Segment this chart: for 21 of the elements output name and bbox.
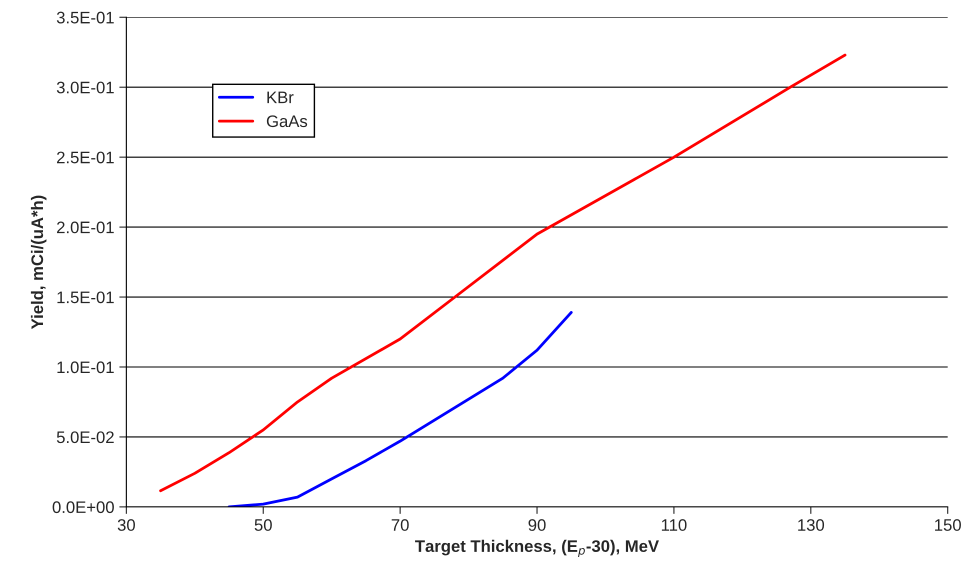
y-tick-label: 3.0E-01: [56, 82, 114, 94]
line-series: [159, 54, 846, 492]
y-tick-label: 2.0E-01: [57, 222, 114, 234]
x-tick-label: 30: [118, 519, 135, 531]
y-tick-label: 5.0E-02: [56, 431, 114, 444]
legend-label: GaAs: [266, 115, 308, 128]
x-tick-label: 150: [935, 519, 961, 531]
y-tick-label: 0.0E+00: [52, 501, 114, 514]
x-tick-label: 130: [798, 519, 824, 531]
y-tick-label: 3.5E-01: [56, 12, 114, 24]
y-tick-label: 2.5E-01: [57, 152, 114, 164]
y-axis-title: Yield, mCi/(uA*h): [30, 196, 46, 330]
x-tick-label: 90: [528, 519, 546, 531]
x-tick-label: 70: [392, 519, 409, 531]
legend-label: KBr: [267, 92, 294, 104]
x-axis-title: Target Thickness, (E$_{p}$-30), MeV: [415, 540, 659, 558]
line-series: [228, 311, 573, 507]
x-tick-label: 50: [254, 519, 272, 531]
y-tick-label: 1.5E-01: [57, 291, 114, 304]
x-tick-label: 110: [662, 519, 687, 531]
y-tick-label: 1.0E-01: [57, 361, 114, 374]
